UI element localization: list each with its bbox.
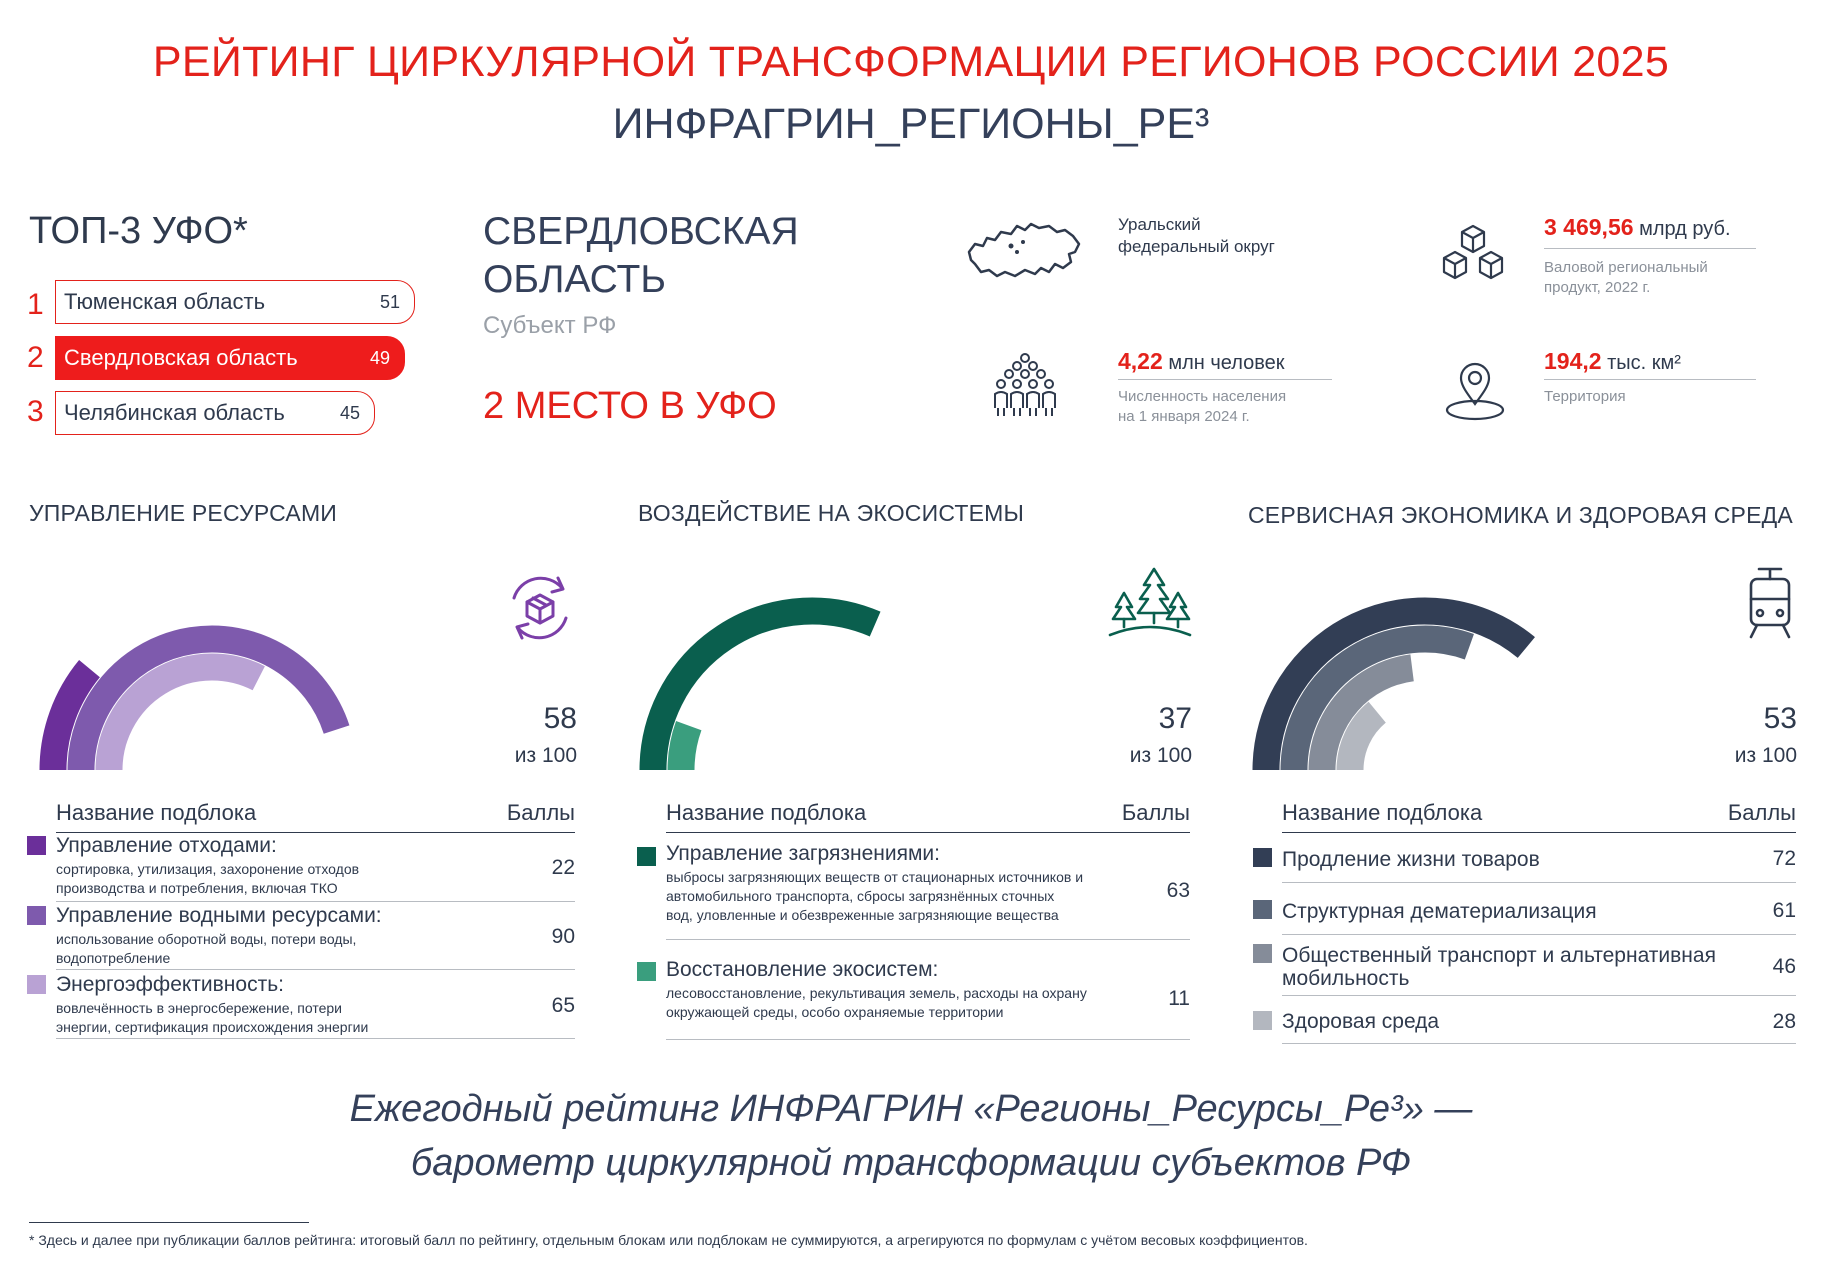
divider xyxy=(1544,248,1756,249)
table-row: Здоровая среда 28 xyxy=(1253,1000,1796,1044)
table-row: Структурная дематериализация 61 xyxy=(1253,888,1796,935)
page-title: РЕЙТИНГ ЦИРКУЛЯРНОЙ ТРАНСФОРМАЦИИ РЕГИОН… xyxy=(152,38,1670,86)
section-title: СЕРВИСНАЯ ЭКОНОМИКА И ЗДОРОВАЯ СРЕДА xyxy=(1248,502,1793,528)
territory-value: 194,2 тыс. км² xyxy=(1544,348,1681,374)
section-score: 37 xyxy=(1158,702,1192,735)
territory-note: Территория xyxy=(1544,388,1626,405)
legend-swatch xyxy=(27,906,46,925)
top3-item-score: 45 xyxy=(339,402,360,423)
gauge-arc-2 xyxy=(667,721,702,771)
region-type: Субъект РФ xyxy=(483,312,617,339)
grp-note: Валовой региональный продукт, 2022 г. xyxy=(1544,259,1708,296)
top3-heading: ТОП-3 УФО* xyxy=(29,210,248,252)
table-header: Название подблока Баллы xyxy=(1282,800,1796,833)
top3-item-current: Свердловская область 49 xyxy=(55,336,405,380)
top3-item: Тюменская область 51 xyxy=(55,280,415,324)
divider xyxy=(1544,379,1756,380)
table-row: Продление жизни товаров 72 xyxy=(1253,836,1796,883)
divider xyxy=(1118,379,1332,380)
footnote: * Здесь и далее при публикации баллов ре… xyxy=(29,1232,1308,1248)
table-row: Восстановление экосистем: лесовосстановл… xyxy=(637,958,1190,1040)
legend-swatch xyxy=(27,836,46,855)
table-row: Общественный транспорт и альтернативная … xyxy=(1253,938,1796,996)
location-pin-icon xyxy=(1445,362,1505,421)
legend-swatch xyxy=(637,847,656,866)
section-score-of: из 100 xyxy=(1129,744,1192,767)
section-title: УПРАВЛЕНИЕ РЕСУРСАМИ xyxy=(29,500,338,526)
legend-swatch xyxy=(1253,848,1272,867)
table-header: Название подблока Баллы xyxy=(666,800,1190,833)
legend-swatch xyxy=(1253,1011,1272,1030)
gauge-arc-3 xyxy=(95,653,265,771)
forest-icon xyxy=(1108,567,1192,637)
russia-map-icon xyxy=(967,222,1081,278)
top3-item-name: Свердловская область xyxy=(64,345,298,370)
top3-item-score: 51 xyxy=(379,291,400,312)
table-row: Управление водными ресурсами: использова… xyxy=(27,904,575,970)
footer-line1: Ежегодный рейтинг ИНФРАГРИН «Регионы_Рес… xyxy=(349,1088,1473,1130)
rank-number: 1 xyxy=(27,288,44,321)
gauge-arc-1 xyxy=(1252,597,1535,771)
gauge-arc-3 xyxy=(1308,654,1415,771)
top3-item-score: 49 xyxy=(369,347,390,368)
cubes-icon xyxy=(1442,224,1504,280)
table-header: Название подблока Баллы xyxy=(56,800,575,833)
legend-swatch xyxy=(1253,944,1272,963)
section-score: 53 xyxy=(1763,702,1797,735)
top3-item: Челябинская область 45 xyxy=(55,391,375,435)
gauge-arc-2 xyxy=(67,625,350,771)
rank-number: 2 xyxy=(27,341,44,374)
gauge-arc-2 xyxy=(1280,625,1474,771)
region-place: 2 МЕСТО В УФО xyxy=(483,385,777,427)
table-row: Энергоэффективность: вовлечённость в эне… xyxy=(27,973,575,1039)
population-note: Численность населения на 1 января 2024 г… xyxy=(1118,388,1287,425)
region-name: СВЕРДЛОВСКАЯ ОБЛАСТЬ xyxy=(483,210,799,301)
section-score-of: из 100 xyxy=(1734,744,1797,767)
page-subtitle: ИНФРАГРИН_РЕГИОНЫ_РЕ³ xyxy=(612,100,1210,148)
people-icon xyxy=(994,353,1056,416)
table-row: Управление отходами: сортировка, утилиза… xyxy=(27,834,575,902)
grp-value: 3 469,56 млрд руб. xyxy=(1544,214,1731,240)
footnote-divider xyxy=(29,1222,309,1223)
top3-item-name: Тюменская область xyxy=(64,289,266,314)
population-value: 4,22 млн человек xyxy=(1118,348,1285,374)
gauge-arc-4 xyxy=(1336,701,1387,771)
footer-line2: барометр циркулярной трансформации субъе… xyxy=(410,1142,1412,1184)
legend-swatch xyxy=(637,962,656,981)
section-title: ВОЗДЕЙСТВИЕ НА ЭКОСИСТЕМЫ xyxy=(638,500,1025,526)
tram-icon xyxy=(1749,567,1791,639)
rank-number: 3 xyxy=(27,395,44,428)
gauge-arc-1 xyxy=(639,597,881,771)
gauge-arc-1 xyxy=(39,660,101,771)
top3-item-name: Челябинская область xyxy=(64,400,285,425)
section-score-of: из 100 xyxy=(514,744,577,767)
district-label: Уральский федеральный округ xyxy=(1118,215,1275,256)
legend-swatch xyxy=(27,975,46,994)
recycle-box-icon xyxy=(512,576,568,640)
section-score: 58 xyxy=(543,702,577,735)
legend-swatch xyxy=(1253,900,1272,919)
table-row: Управление загрязнениями: выбросы загряз… xyxy=(637,842,1190,940)
